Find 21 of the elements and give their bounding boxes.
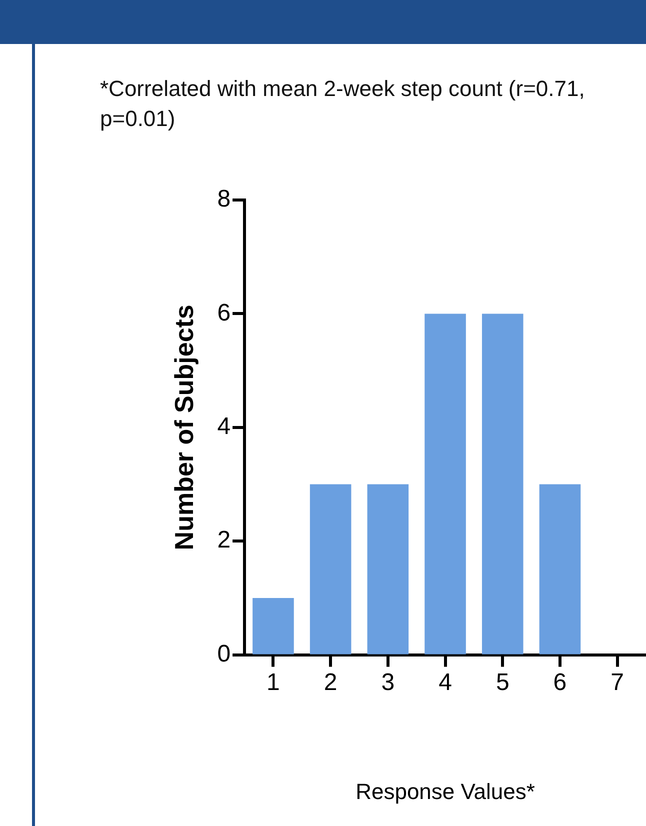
y-tick-label: 2 (217, 526, 231, 554)
bar (310, 484, 352, 654)
x-axis-title: Response Values* (356, 778, 536, 804)
x-tick-label: 4 (438, 668, 452, 696)
x-tick-label: 6 (553, 668, 567, 696)
bar (482, 314, 524, 654)
bar (539, 484, 581, 654)
bar (367, 484, 409, 654)
y-tick-label: 8 (217, 186, 231, 213)
x-tick-label: 5 (496, 668, 510, 696)
x-tick-label: 3 (381, 668, 395, 696)
x-tick-label: 7 (610, 668, 624, 696)
x-tick-label: 2 (324, 668, 338, 696)
bar (424, 314, 466, 654)
y-tick-label: 6 (217, 299, 231, 326)
x-tick-label: 1 (266, 668, 280, 696)
y-axis-title: Number of Subjects (168, 304, 199, 550)
y-tick-label: 4 (217, 413, 231, 440)
y-tick-label: 0 (217, 640, 231, 668)
text: *Correlated with mean 2-week step count (r=0.71, p=0.01) (100, 75, 586, 133)
bar (252, 598, 294, 654)
